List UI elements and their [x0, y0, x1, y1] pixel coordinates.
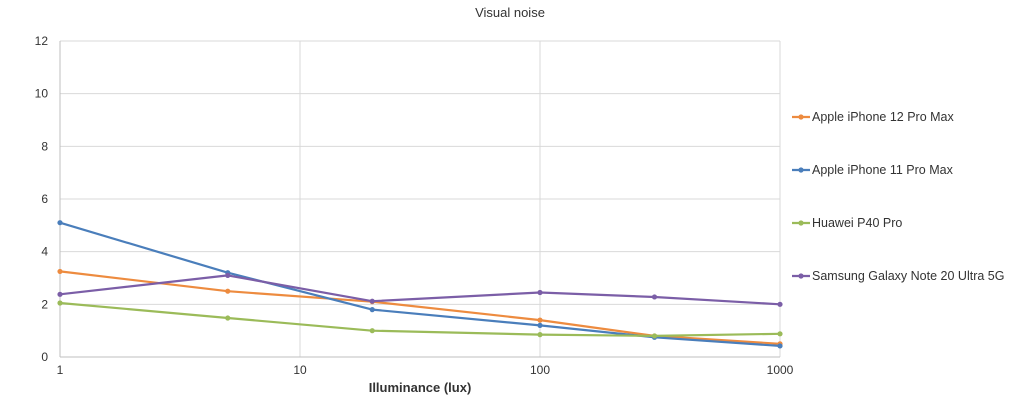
legend-item: Apple iPhone 12 Pro Max — [792, 110, 955, 124]
data-point — [537, 332, 543, 338]
y-axis-ticks: 0 2 4 6 8 10 12 — [35, 34, 49, 364]
legend-marker — [798, 114, 804, 120]
legend-label: Apple iPhone 11 Pro Max — [812, 163, 954, 177]
data-point — [537, 322, 543, 328]
legend-marker — [798, 167, 804, 173]
x-tick-label: 10 — [293, 363, 307, 377]
legend-marker — [798, 273, 804, 279]
legend-label: Huawei P40 Pro — [812, 216, 902, 230]
legend-item: Huawei P40 Pro — [792, 216, 902, 230]
series-line — [59, 221, 781, 347]
legend-item: Apple iPhone 11 Pro Max — [792, 163, 954, 177]
data-point — [57, 220, 63, 226]
data-point — [777, 331, 783, 337]
series-line — [59, 301, 781, 337]
legend-marker — [798, 220, 804, 226]
data-point — [369, 328, 375, 334]
y-tick-label: 10 — [35, 87, 49, 101]
grid-lines — [60, 40, 781, 357]
series-line — [59, 270, 781, 345]
data-point — [369, 307, 375, 313]
data-point — [651, 294, 658, 300]
legend-item: Samsung Galaxy Note 20 Ultra 5G — [792, 269, 1004, 283]
x-tick-label: 1 — [57, 363, 64, 377]
x-tick-label: 100 — [530, 363, 550, 377]
x-axis-ticks: 1 10 100 1000 — [57, 363, 794, 377]
x-axis-label: Illuminance (lux) — [369, 380, 472, 395]
data-point — [651, 333, 658, 339]
data-point — [225, 272, 231, 278]
data-point — [57, 291, 63, 297]
data-point — [57, 300, 63, 306]
legend: Apple iPhone 12 Pro Max Apple iPhone 11 P… — [792, 110, 1004, 283]
x-tick-label: 1000 — [767, 363, 794, 377]
legend-label: Apple iPhone 12 Pro Max — [812, 110, 955, 124]
y-tick-label: 4 — [41, 245, 48, 259]
data-point — [537, 317, 543, 323]
y-tick-label: 6 — [41, 192, 48, 206]
series-3 — [57, 300, 783, 339]
data-point — [777, 343, 783, 349]
data-point — [369, 298, 375, 304]
data-point — [225, 288, 231, 294]
data-point — [537, 289, 543, 296]
series-layer — [57, 220, 783, 349]
y-tick-label: 12 — [35, 34, 49, 48]
data-point — [57, 268, 63, 275]
y-tick-label: 8 — [41, 139, 48, 153]
chart-title: Visual noise — [475, 5, 545, 20]
y-tick-label: 2 — [41, 297, 48, 311]
y-tick-label: 0 — [41, 350, 48, 364]
legend-label: Samsung Galaxy Note 20 Ultra 5G — [812, 269, 1004, 283]
series-4 — [57, 272, 783, 307]
data-point — [225, 315, 231, 321]
series-line — [59, 274, 781, 306]
data-point — [777, 301, 783, 307]
